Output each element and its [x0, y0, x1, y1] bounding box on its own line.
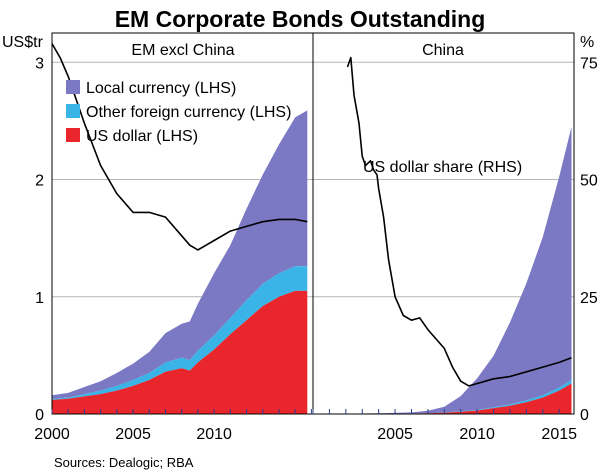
- area-series-group: [52, 110, 572, 414]
- area-us-dollar-em-excl-china: [52, 290, 308, 414]
- left-axis-unit: US$tr: [2, 34, 44, 51]
- area-us-dollar-china: [345, 383, 572, 414]
- legend-swatch-us-dollar: [66, 128, 80, 142]
- y-right-tick-label-3: 75: [580, 55, 598, 72]
- legend-label-local-currency: Local currency (LHS): [86, 80, 236, 97]
- axis-ticks: [51, 409, 560, 414]
- panel-title-china: China: [422, 42, 464, 59]
- x-tick-labels: 2000 2005 2010 2005 2010 2015: [34, 426, 577, 443]
- y-right-tick-label-0: 0: [580, 407, 589, 424]
- x-tick-label-china-1: 2010: [459, 426, 495, 443]
- y-left-tick-label-3: 3: [35, 55, 44, 72]
- x-tick-label-china-0: 2005: [377, 426, 413, 443]
- area-local-currency-em-excl-china: [52, 110, 308, 399]
- y-left-tick-label-0: 0: [35, 407, 44, 424]
- source-note: Sources: Dealogic; RBA: [54, 455, 194, 470]
- right-axis-unit: %: [580, 34, 594, 51]
- y-left-tick-label-2: 2: [35, 173, 44, 190]
- x-tick-label-china-2: 2015: [541, 426, 577, 443]
- y-tick-labels: 0 1 2 3 0 25 50 75: [35, 55, 598, 424]
- line-usd-share-em-excl-china: [51, 43, 308, 251]
- legend-label-other-foreign-currency: Other foreign currency (LHS): [86, 104, 291, 121]
- legend: Local currency (LHS) Other foreign curre…: [66, 80, 291, 145]
- usd-share-lines: [51, 43, 572, 387]
- x-tick-label-em-excl-china-1: 2005: [115, 426, 151, 443]
- x-tick-label-em-excl-china-2: 2010: [196, 426, 232, 443]
- line-usd-share-china: [346, 56, 572, 387]
- annotation-usd-share: US dollar share (RHS): [363, 159, 522, 176]
- area-local-currency-china: [345, 126, 572, 414]
- y-left-tick-label-1: 1: [35, 290, 44, 307]
- chart-title: EM Corporate Bonds Outstanding: [115, 6, 486, 32]
- legend-swatch-local-currency: [66, 80, 80, 94]
- y-right-tick-label-1: 25: [580, 290, 598, 307]
- legend-label-us-dollar: US dollar (LHS): [86, 128, 198, 145]
- x-tick-label-em-excl-china-0: 2000: [34, 426, 70, 443]
- panel-title-em-excl-china: EM excl China: [131, 42, 234, 59]
- area-other-foreign-currency-em-excl-china: [52, 266, 308, 400]
- y-right-tick-label-2: 50: [580, 173, 598, 190]
- legend-swatch-other-foreign-currency: [66, 104, 80, 118]
